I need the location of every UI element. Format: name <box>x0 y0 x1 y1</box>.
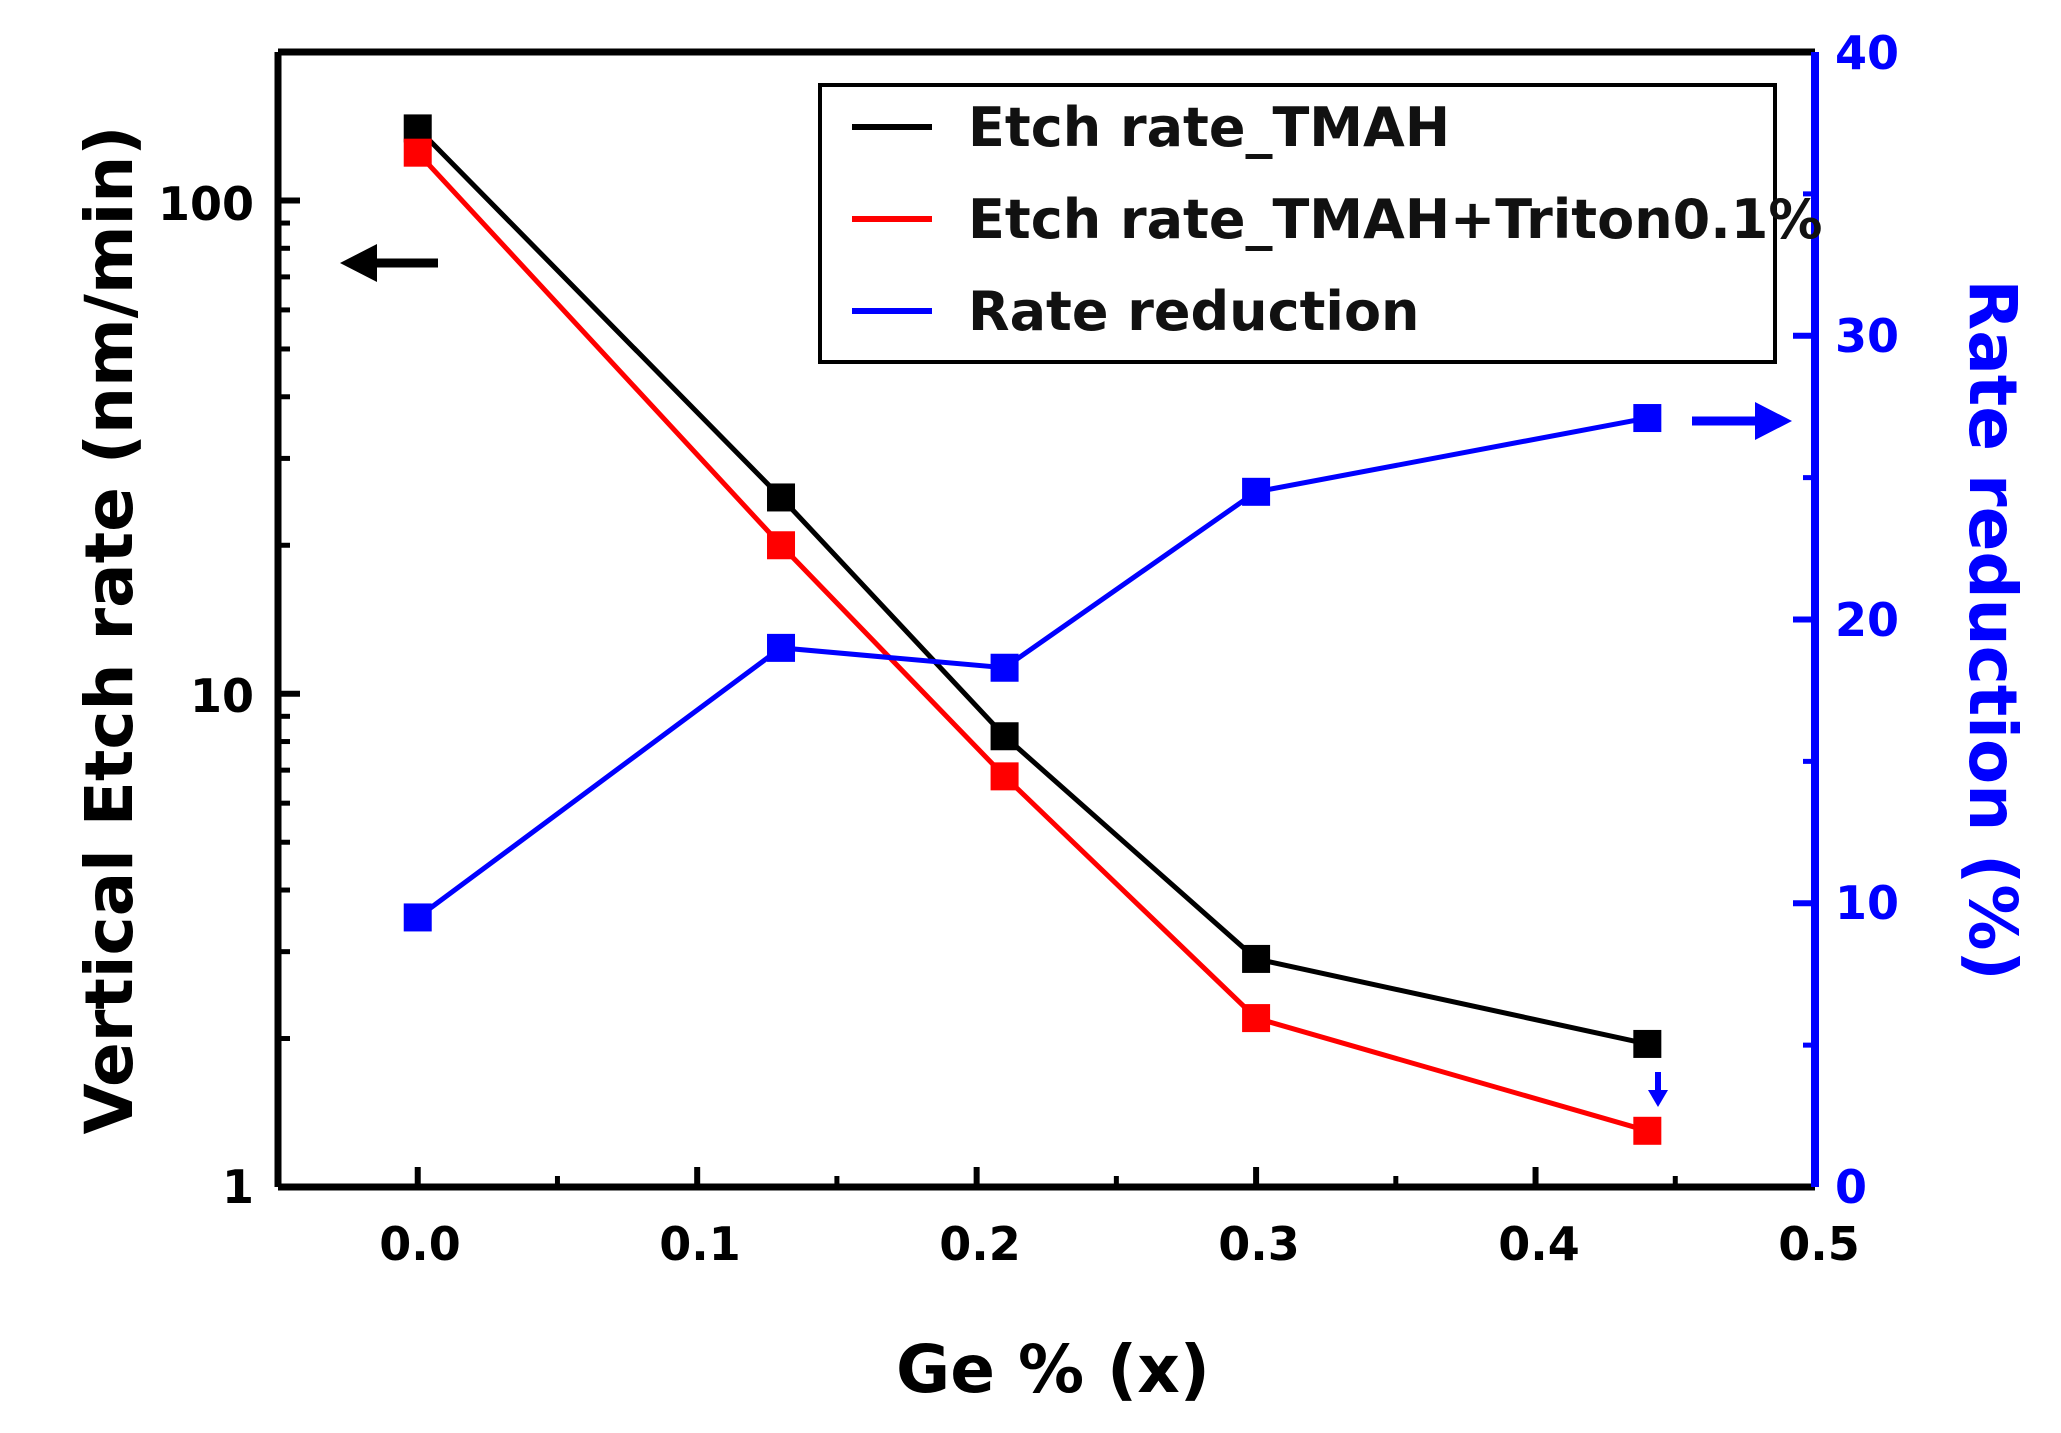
legend-label-rate-reduction: Rate reduction <box>968 280 1420 343</box>
y-right-tick-label-40: 40 <box>1835 26 1899 80</box>
data-point-etch-rate-tmah-4 <box>1633 1029 1662 1058</box>
data-point-rate-reduction-4 <box>1633 404 1662 433</box>
data-point-etch-rate-tmah-0 <box>403 114 432 143</box>
y-right-tick-label-30: 30 <box>1835 309 1899 363</box>
legend-label-etch-rate-triton: Etch rate_TMAH+Triton0.1% <box>968 188 1822 251</box>
legend: Etch rate_TMAH Etch rate_TMAH+Triton0.1%… <box>818 83 1822 364</box>
x-tick-label-3: 0.3 <box>1218 1217 1300 1271</box>
right-axis-arrow <box>1692 402 1792 440</box>
y-axis-title-left: Vertical Etch rate (nm/min) <box>71 126 148 1135</box>
data-point-etch-rate-tmah-3 <box>1242 944 1271 973</box>
data-point-rate-reduction-3 <box>1242 477 1271 506</box>
data-point-rate-reduction-0 <box>403 903 432 932</box>
series-layer <box>403 114 1662 1145</box>
x-tick-label-2: 0.2 <box>939 1217 1021 1271</box>
legend-box <box>818 83 1777 364</box>
x-tick-label-4: 0.4 <box>1498 1217 1580 1271</box>
y-axis-title-right: Rate reduction (%) <box>1954 279 2031 980</box>
y-right-tick-label-20: 20 <box>1835 593 1899 647</box>
y-left-tick-label-10: 10 <box>190 669 254 723</box>
data-point-rate-reduction-1 <box>767 633 796 662</box>
x-tick-label-0: 0.0 <box>379 1217 461 1271</box>
data-point-etch-rate-triton-1 <box>767 531 796 560</box>
data-point-etch-rate-triton-0 <box>403 138 432 167</box>
data-point-etch-rate-triton-4 <box>1633 1116 1662 1145</box>
x-tick-label-5: 0.5 <box>1778 1217 1860 1271</box>
y-left-tick-label-100: 100 <box>158 177 254 231</box>
data-point-etch-rate-tmah-2 <box>990 722 1019 751</box>
x-axis-title: Ge % (x) <box>896 1331 1210 1408</box>
y-right-tick-label-0: 0 <box>1835 1160 1867 1214</box>
x-tick-label-1: 0.1 <box>659 1217 741 1271</box>
data-point-etch-rate-triton-3 <box>1242 1004 1271 1033</box>
data-point-etch-rate-tmah-1 <box>767 483 796 512</box>
data-point-rate-reduction-2 <box>990 653 1019 682</box>
left-axis-arrow <box>340 244 438 282</box>
data-point-etch-rate-triton-2 <box>990 762 1019 791</box>
legend-label-etch-rate-tmah: Etch rate_TMAH <box>968 96 1450 159</box>
y-right-tick-label-10: 10 <box>1835 876 1899 930</box>
y-left-tick-label-1: 1 <box>222 1160 254 1214</box>
down-arrow-annotation <box>1648 1072 1668 1107</box>
